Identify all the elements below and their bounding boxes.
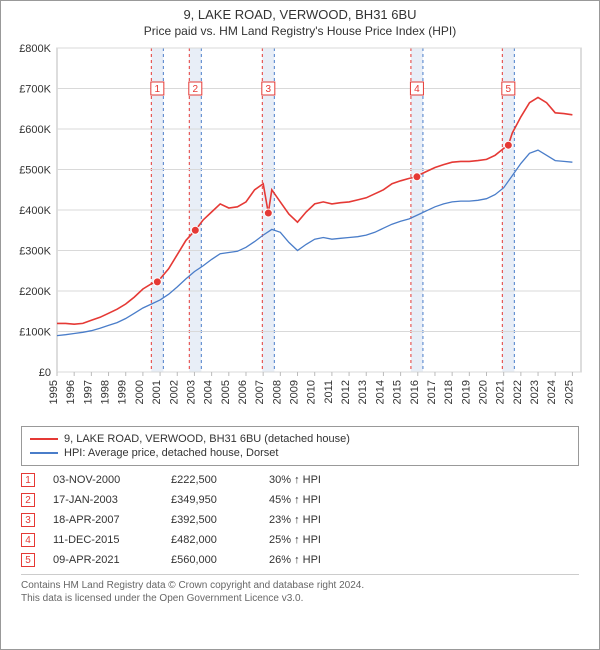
svg-text:1996: 1996 [65,380,77,404]
svg-text:2007: 2007 [254,380,266,404]
svg-text:1999: 1999 [117,380,129,404]
svg-text:4: 4 [414,84,420,95]
transaction-date: 09-APR-2021 [53,554,153,566]
svg-text:£700K: £700K [19,84,51,96]
svg-text:2008: 2008 [271,380,283,404]
svg-text:2: 2 [193,84,199,95]
transaction-row: 3 18-APR-2007 £392,500 23% ↑ HPI [21,510,579,530]
transaction-price: £482,000 [171,534,251,546]
transaction-date: 03-NOV-2000 [53,474,153,486]
svg-text:2019: 2019 [460,380,472,404]
svg-text:2021: 2021 [495,380,507,404]
svg-text:2009: 2009 [289,380,301,404]
legend: 9, LAKE ROAD, VERWOOD, BH31 6BU (detache… [21,426,579,466]
transaction-marker: 5 [21,553,35,567]
transaction-date: 11-DEC-2015 [53,534,153,546]
svg-text:£800K: £800K [19,43,51,55]
svg-text:2024: 2024 [546,380,558,404]
legend-label: 9, LAKE ROAD, VERWOOD, BH31 6BU (detache… [64,433,350,445]
legend-label: HPI: Average price, detached house, Dors… [64,447,278,459]
footer-attribution: Contains HM Land Registry data © Crown c… [21,574,579,605]
svg-text:2000: 2000 [134,380,146,404]
chart-title: 9, LAKE ROAD, VERWOOD, BH31 6BU [1,7,599,22]
svg-text:2002: 2002 [168,380,180,404]
svg-text:2001: 2001 [151,380,163,404]
svg-text:£0: £0 [39,367,51,379]
svg-text:1998: 1998 [100,380,112,404]
line-chart: £0 £100K £200K £300K £400K £500K £600K £700K £80… [1,40,599,420]
svg-text:2005: 2005 [220,380,232,404]
svg-text:2004: 2004 [203,380,215,404]
svg-text:£200K: £200K [19,286,51,298]
footer-line2: This data is licensed under the Open Gov… [21,592,579,605]
svg-text:£100K: £100K [19,327,51,339]
legend-swatch [30,438,58,440]
svg-text:2010: 2010 [306,380,318,404]
legend-swatch [30,452,58,454]
svg-text:1995: 1995 [48,380,60,404]
svg-text:£600K: £600K [19,124,51,136]
svg-text:2017: 2017 [426,380,438,404]
svg-text:2003: 2003 [185,380,197,404]
transaction-row: 2 17-JAN-2003 £349,950 45% ↑ HPI [21,490,579,510]
transaction-price: £560,000 [171,554,251,566]
svg-text:2020: 2020 [478,380,490,404]
svg-text:2025: 2025 [563,380,575,404]
transaction-pct: 25% ↑ HPI [269,534,359,546]
transaction-price: £349,950 [171,494,251,506]
transaction-marker: 4 [21,533,35,547]
transaction-marker: 1 [21,473,35,487]
transaction-marker: 2 [21,493,35,507]
transactions-table: 1 03-NOV-2000 £222,500 30% ↑ HPI 2 17-JAN-200… [21,470,579,570]
transaction-row: 4 11-DEC-2015 £482,000 25% ↑ HPI [21,530,579,550]
svg-text:2016: 2016 [409,380,421,404]
svg-text:£300K: £300K [19,246,51,258]
legend-item: 9, LAKE ROAD, VERWOOD, BH31 6BU (detache… [30,433,570,445]
transaction-pct: 23% ↑ HPI [269,514,359,526]
svg-text:1: 1 [155,84,161,95]
svg-text:2014: 2014 [374,380,386,404]
legend-item: HPI: Average price, detached house, Dors… [30,447,570,459]
transaction-price: £392,500 [171,514,251,526]
transaction-pct: 26% ↑ HPI [269,554,359,566]
transaction-row: 5 09-APR-2021 £560,000 26% ↑ HPI [21,550,579,570]
transaction-date: 17-JAN-2003 [53,494,153,506]
transaction-marker: 3 [21,513,35,527]
svg-text:2015: 2015 [392,380,404,404]
transaction-date: 18-APR-2007 [53,514,153,526]
svg-text:2012: 2012 [340,380,352,404]
transaction-pct: 45% ↑ HPI [269,494,359,506]
svg-text:2013: 2013 [357,380,369,404]
chart-area: £0 £100K £200K £300K £400K £500K £600K £700K £80… [1,40,599,420]
svg-text:2006: 2006 [237,380,249,404]
svg-text:2023: 2023 [529,380,541,404]
svg-text:£400K: £400K [19,205,51,217]
footer-line1: Contains HM Land Registry data © Crown c… [21,579,579,592]
svg-text:2018: 2018 [443,380,455,404]
transaction-row: 1 03-NOV-2000 £222,500 30% ↑ HPI [21,470,579,490]
chart-subtitle: Price paid vs. HM Land Registry's House … [1,24,599,38]
svg-text:3: 3 [266,84,272,95]
transaction-pct: 30% ↑ HPI [269,474,359,486]
svg-text:5: 5 [506,84,512,95]
svg-text:1997: 1997 [82,380,94,404]
svg-text:£500K: £500K [19,165,51,177]
svg-text:2022: 2022 [512,380,524,404]
transaction-price: £222,500 [171,474,251,486]
svg-text:2011: 2011 [323,380,335,404]
